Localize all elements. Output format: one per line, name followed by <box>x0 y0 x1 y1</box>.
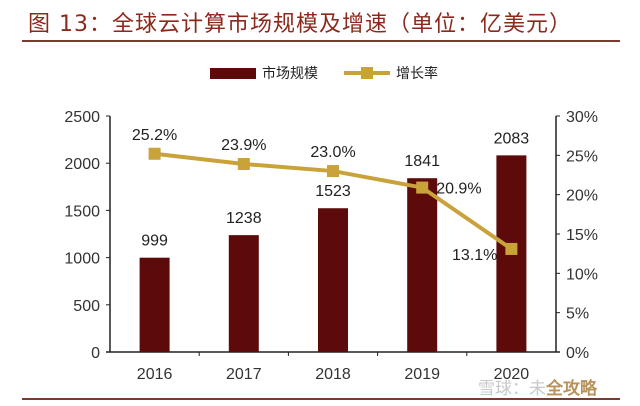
line-value-label: 25.2% <box>132 127 177 144</box>
line-marker <box>505 242 518 255</box>
title-divider <box>22 40 620 42</box>
right-tick-label: 10% <box>566 266 598 283</box>
bar-value-label: 1238 <box>226 210 262 227</box>
left-tick-label: 1000 <box>64 251 100 268</box>
watermark: 雪球：未全攻略 <box>478 379 597 399</box>
right-tick-label: 25% <box>566 148 598 165</box>
line-value-label: 23.9% <box>221 137 266 154</box>
figure-title: 图 13：全球云计算市场规模及增速（单位：亿美元） <box>28 12 572 37</box>
right-tick-label: 5% <box>566 306 589 323</box>
line-value-label: 20.9% <box>436 181 481 198</box>
line-marker <box>148 147 161 160</box>
chart-legend: 市场规模 增长率 <box>210 62 438 84</box>
x-tick-label: 2017 <box>226 366 262 383</box>
x-tick-label: 2018 <box>315 366 351 383</box>
line-marker <box>237 157 250 170</box>
bar-value-label: 1523 <box>315 183 351 200</box>
bar-value-label: 2083 <box>494 130 530 147</box>
bar <box>407 178 438 352</box>
bar-value-label: 1841 <box>404 153 440 170</box>
x-tick-label: 2019 <box>404 366 440 383</box>
legend-line-swatch <box>344 67 390 79</box>
bar <box>139 257 170 352</box>
legend-label-market-size: 市场规模 <box>262 66 318 82</box>
left-tick-label: 1500 <box>64 203 100 220</box>
right-tick-label: 0% <box>566 345 589 362</box>
line-marker <box>327 165 339 178</box>
right-tick-label: 20% <box>566 188 598 205</box>
bar <box>228 235 259 352</box>
line-marker <box>416 181 429 194</box>
bar <box>318 208 348 352</box>
legend-bar-swatch <box>210 67 256 79</box>
right-tick-label: 30% <box>566 109 598 126</box>
left-tick-label: 0 <box>91 345 100 362</box>
left-tick-label: 2500 <box>64 109 100 126</box>
x-tick-label: 2020 <box>494 366 530 383</box>
x-tick-label: 2016 <box>137 366 173 383</box>
line-value-label: 13.1% <box>452 247 497 264</box>
left-tick-label: 500 <box>73 298 100 315</box>
line-value-label: 23.0% <box>310 144 355 161</box>
bar-value-label: 999 <box>141 233 168 250</box>
left-tick-label: 2000 <box>64 156 100 173</box>
right-tick-label: 15% <box>566 227 598 244</box>
bottom-divider <box>22 398 620 400</box>
legend-label-growth-rate: 增长率 <box>396 66 438 82</box>
